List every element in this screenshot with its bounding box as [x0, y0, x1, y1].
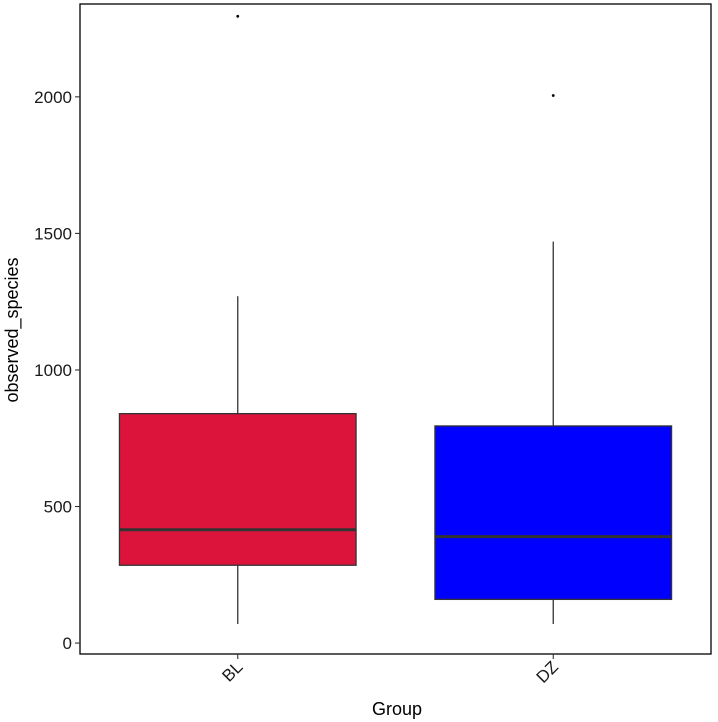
plot-panel-border [79, 3, 712, 655]
y-tick-label: 1500 [34, 224, 72, 243]
y-tick-label: 0 [63, 634, 72, 653]
box-group-dz [434, 94, 673, 624]
y-axis: 0 500 1000 1500 2000 [34, 88, 80, 653]
y-tick-label: 1000 [34, 361, 72, 380]
y-tick-label: 500 [44, 498, 72, 517]
chart-marks [118, 14, 673, 624]
y-tick-label: 2000 [34, 88, 72, 107]
x-axis-title: Group [372, 699, 422, 719]
outlier-point-bl [236, 14, 240, 18]
box-group-bl [118, 14, 357, 624]
outlier-point-dz [551, 94, 555, 97]
box-bl [118, 413, 357, 566]
y-axis-title: observed_species [2, 257, 23, 402]
box-dz [434, 425, 673, 601]
